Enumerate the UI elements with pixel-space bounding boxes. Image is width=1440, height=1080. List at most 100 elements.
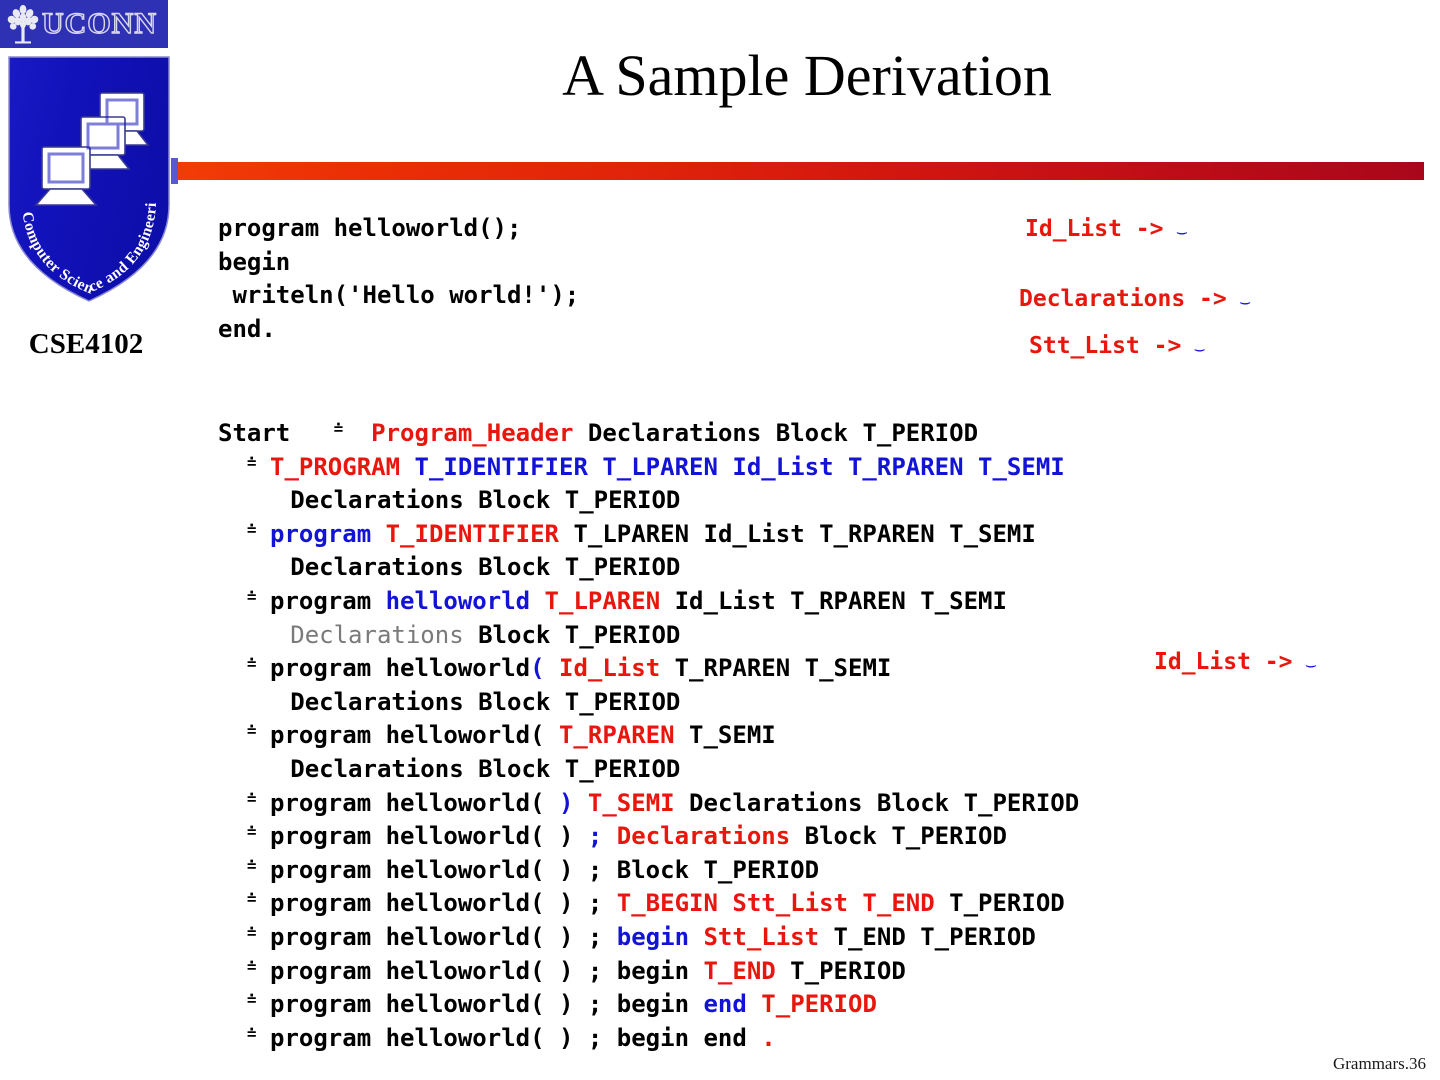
- indent: [218, 520, 247, 548]
- spacer: [342, 419, 371, 447]
- derivation-token-black: Declarations Block T_PERIOD: [573, 419, 979, 447]
- derivation-step: ≐ program T_IDENTIFIER T_LPAREN Id_List …: [218, 518, 1398, 552]
- derivation-token-black: program helloworld( ) ; begin: [270, 956, 704, 985]
- derivation-token-blue: begin: [616, 922, 690, 951]
- grammar-rule-stt-list: Stt_List -> ‿: [1029, 333, 1204, 359]
- derivation-token-black: [545, 654, 559, 682]
- derivation-token-blue: ): [558, 788, 574, 817]
- derivation-token-red: T_IDENTIFIER: [385, 519, 559, 548]
- derivation-token-red: .: [761, 1023, 776, 1052]
- derivation-token-black: Declarations Block T_PERIOD: [290, 687, 681, 716]
- uconn-logo: UCONN: [0, 0, 168, 48]
- oak-tree-icon: [7, 4, 39, 44]
- derivation-step: ≐ program helloworld( ) ; begin end T_PE…: [218, 988, 1398, 1022]
- rule-arrow: ->: [1185, 286, 1241, 312]
- derivation-token-black: [530, 587, 544, 615]
- derivation-token-blue: ;: [587, 822, 603, 851]
- uconn-wordmark: UCONN: [41, 7, 157, 40]
- derivation-token-black: program helloworld( ) ; begin: [270, 990, 704, 1019]
- spacer: [256, 721, 270, 749]
- derivation-token-black: Declarations Block T_PERIOD: [290, 553, 681, 582]
- derivation-step: ≐ T_PROGRAM T_IDENTIFIER T_LPAREN Id_Lis…: [218, 451, 1398, 485]
- derivation-token-gray: Declarations: [290, 620, 464, 649]
- sidebar: UCONN: [0, 0, 174, 1080]
- spacer: [256, 923, 270, 951]
- derivation-step: ≐ program helloworld( ) ; begin Stt_List…: [218, 921, 1398, 955]
- derivation-token-black: Declarations Block T_PERIOD: [674, 788, 1080, 817]
- derives-arrow-icon: ≐: [246, 855, 257, 875]
- shield-graphic: Computer Science and Engineering: [1, 42, 170, 302]
- derives-arrow-icon: ≐: [246, 519, 257, 539]
- derives-arrow-icon: ≐: [246, 1023, 257, 1043]
- derivation-cont: Declarations Block T_PERIOD: [218, 619, 1398, 653]
- rule-arrow: ->: [1121, 216, 1178, 242]
- derivation-step: ≐ program helloworld( ) ; begin end .: [218, 1022, 1398, 1056]
- derivation-token-black: [573, 789, 587, 817]
- spacer: [256, 889, 270, 917]
- derivation-token-black: Declarations Block T_PERIOD: [290, 486, 681, 515]
- derives-arrow-icon: ≐: [246, 889, 257, 909]
- derivation-token-black: program helloworld(: [270, 721, 559, 750]
- rule-lhs: Declarations: [1019, 286, 1186, 312]
- indent: [218, 587, 247, 615]
- derivation-step: ≐ program helloworld( ) ; Declarations B…: [218, 820, 1398, 854]
- derivation-step: ≐ program helloworld( ) ; begin T_END T_…: [218, 955, 1398, 989]
- derivation-start-symbol: Start: [218, 419, 291, 447]
- derivation-token-black: program helloworld: [270, 654, 531, 683]
- epsilon-symbol: ‿: [1306, 650, 1315, 668]
- indent: [218, 856, 247, 884]
- derivation-token-black: [689, 923, 703, 951]
- derivation-token-blue: program: [270, 519, 372, 548]
- derivation-start: Start ≐ Program_Header Declarations Bloc…: [218, 417, 1398, 451]
- derivation-step: ≐ program helloworld( T_RPAREN T_SEMI: [218, 719, 1398, 753]
- derivation-token-black: Block T_PERIOD: [790, 822, 1007, 851]
- indent: [218, 990, 247, 1018]
- derivation-token-black: program helloworld( ) ; begin end: [270, 1023, 762, 1052]
- derivation-token-black: T_RPAREN T_SEMI: [660, 654, 892, 683]
- derives-arrow-icon: ≐: [246, 956, 257, 976]
- derivation-token-blue: T_IDENTIFIER T_LPAREN Id_List T_RPAREN T…: [400, 452, 1065, 481]
- derivation-token-black: T_LPAREN Id_List T_RPAREN T_SEMI: [559, 519, 1036, 548]
- indent: [218, 453, 247, 481]
- spacer: [256, 822, 270, 850]
- indent: [218, 789, 247, 817]
- derives-arrow-icon: ≐: [246, 990, 257, 1010]
- spacer: [256, 856, 270, 884]
- derives-arrow-icon: ≐: [246, 721, 257, 741]
- derivation-token-black: T_SEMI: [674, 721, 776, 750]
- spacer: [256, 957, 270, 985]
- indent: [218, 923, 247, 951]
- derivation-token-red: Stt_List: [703, 922, 820, 951]
- rule-lhs: Id_List: [1025, 216, 1122, 242]
- epsilon-symbol: ‿: [1177, 217, 1186, 235]
- derivation-token-red: Declarations: [616, 822, 791, 851]
- derivation-step: ≐ program helloworld( ) ; Block T_PERIOD: [218, 854, 1398, 888]
- derivation-token-black: program helloworld(: [270, 788, 559, 817]
- derivation-token-blue: helloworld: [385, 586, 531, 615]
- derivation-token-red: T_PROGRAM: [270, 452, 401, 481]
- derivation-token-red: T_PERIOD: [761, 990, 877, 1019]
- derivation-token-red: T_SEMI: [587, 788, 675, 817]
- derivation-token-black: Declarations Block T_PERIOD: [290, 754, 681, 783]
- derivation-token-red: T_LPAREN: [544, 586, 661, 615]
- derivation-step: ≐ program helloworld T_LPAREN Id_List T_…: [218, 585, 1398, 619]
- course-code-label: CSE4102: [28, 328, 144, 360]
- derivation-token-black: T_END T_PERIOD: [819, 922, 1036, 951]
- sidebar-divider: [172, 0, 174, 1080]
- derives-arrow-icon: ≐: [246, 654, 257, 674]
- derivation-token-black: [602, 822, 616, 850]
- derivation-token-black: Id_List T_RPAREN T_SEMI: [660, 586, 1007, 615]
- derivation-token-black: [747, 990, 761, 1018]
- rule-lhs: Id_List: [1154, 649, 1251, 675]
- derivation-step: ≐ program helloworld( Id_List T_RPAREN T…: [218, 652, 1398, 686]
- indent: [218, 889, 247, 917]
- spacer: [256, 520, 270, 548]
- grammar-rule-id-list-2: Id_List -> ‿: [1154, 649, 1315, 675]
- derives-arrow-icon: ≐: [246, 452, 257, 472]
- derivation-step: ≐ program helloworld( ) T_SEMI Declarati…: [218, 787, 1398, 821]
- source-code-block: program helloworld(); begin writeln('Hel…: [218, 214, 580, 343]
- derivation-token-black: program helloworld( ): [270, 822, 588, 851]
- indent: [218, 721, 247, 749]
- derivation-token-red: T_BEGIN Stt_List T_END: [616, 889, 935, 918]
